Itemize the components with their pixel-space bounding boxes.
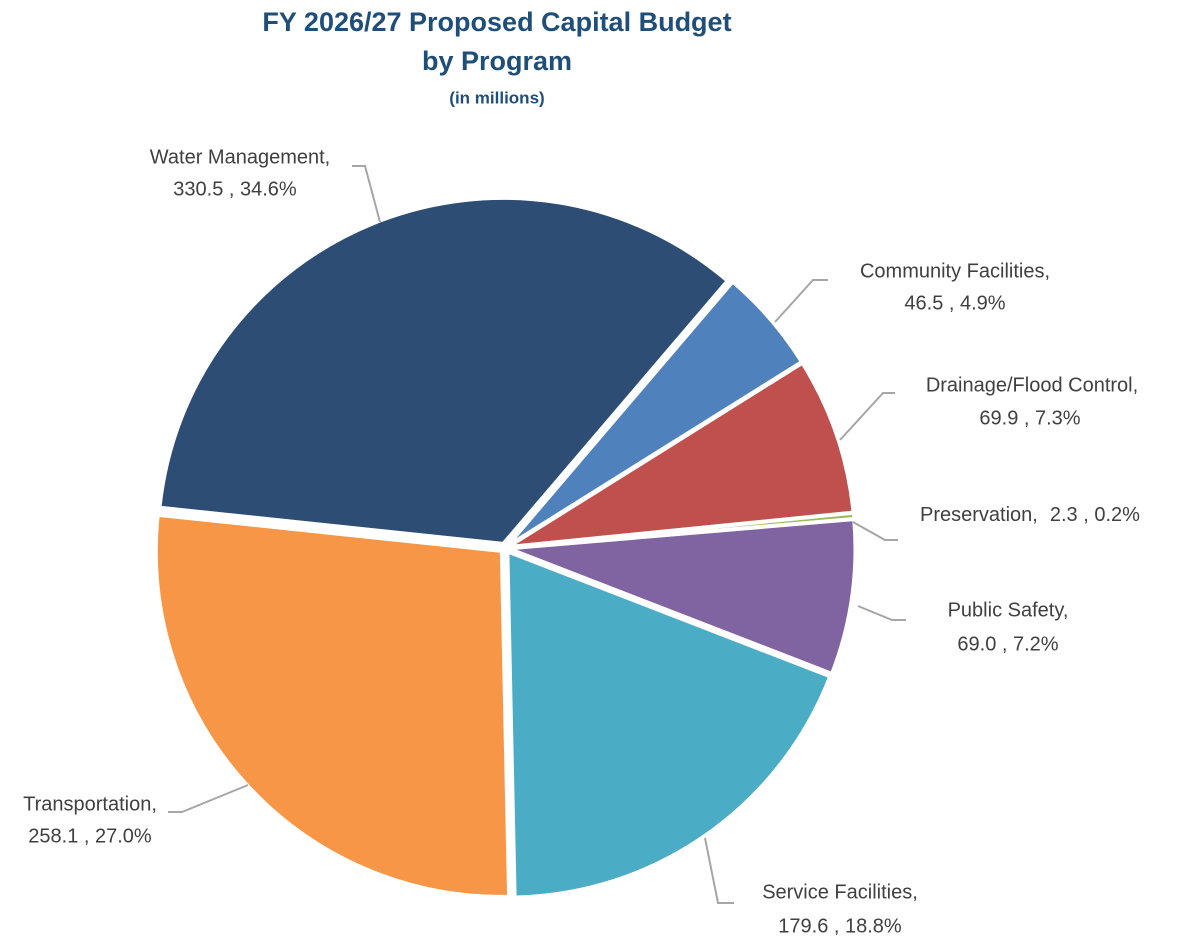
pie-slice [509, 518, 857, 676]
data-label: Preservation, 2.3 , 0.2% [920, 504, 1140, 526]
chart-title: by Program [422, 46, 572, 76]
category-label: Service Facilities, [762, 881, 918, 903]
category-label: Transportation, [23, 793, 157, 815]
pie-slice [158, 196, 730, 545]
value-label: 330.5 , 34.6% [173, 178, 297, 200]
pie-slice [506, 549, 832, 899]
value-label: 69.0 , 7.2% [957, 633, 1058, 655]
leader-line [839, 392, 895, 441]
chart-subtitle: (in millions) [449, 88, 544, 107]
value-label: 69.9 , 7.3% [979, 407, 1080, 429]
leader-line [774, 279, 828, 323]
category-label: Community Facilities, [860, 260, 1050, 282]
pie-slice [507, 280, 804, 547]
leader-line [352, 165, 381, 223]
value-label: 179.6 , 18.8% [778, 915, 902, 937]
value-label: 2.3 , 0.2% [1050, 504, 1140, 526]
leader-line [704, 837, 734, 904]
value-label: 258.1 , 27.0% [28, 825, 152, 847]
pie-slice [154, 513, 511, 898]
leader-line [857, 605, 906, 621]
leader-line [852, 521, 898, 541]
category-label: Water Management, [150, 146, 330, 168]
category-label: Drainage/Flood Control, [926, 374, 1138, 396]
chart-title: FY 2026/27 Proposed Capital Budget [262, 7, 731, 37]
leader-line [168, 784, 249, 813]
category-label: Preservation, [920, 504, 1038, 526]
category-label: Public Safety, [948, 599, 1069, 621]
value-label: 46.5 , 4.9% [904, 292, 1005, 314]
pie-slice [508, 361, 855, 548]
